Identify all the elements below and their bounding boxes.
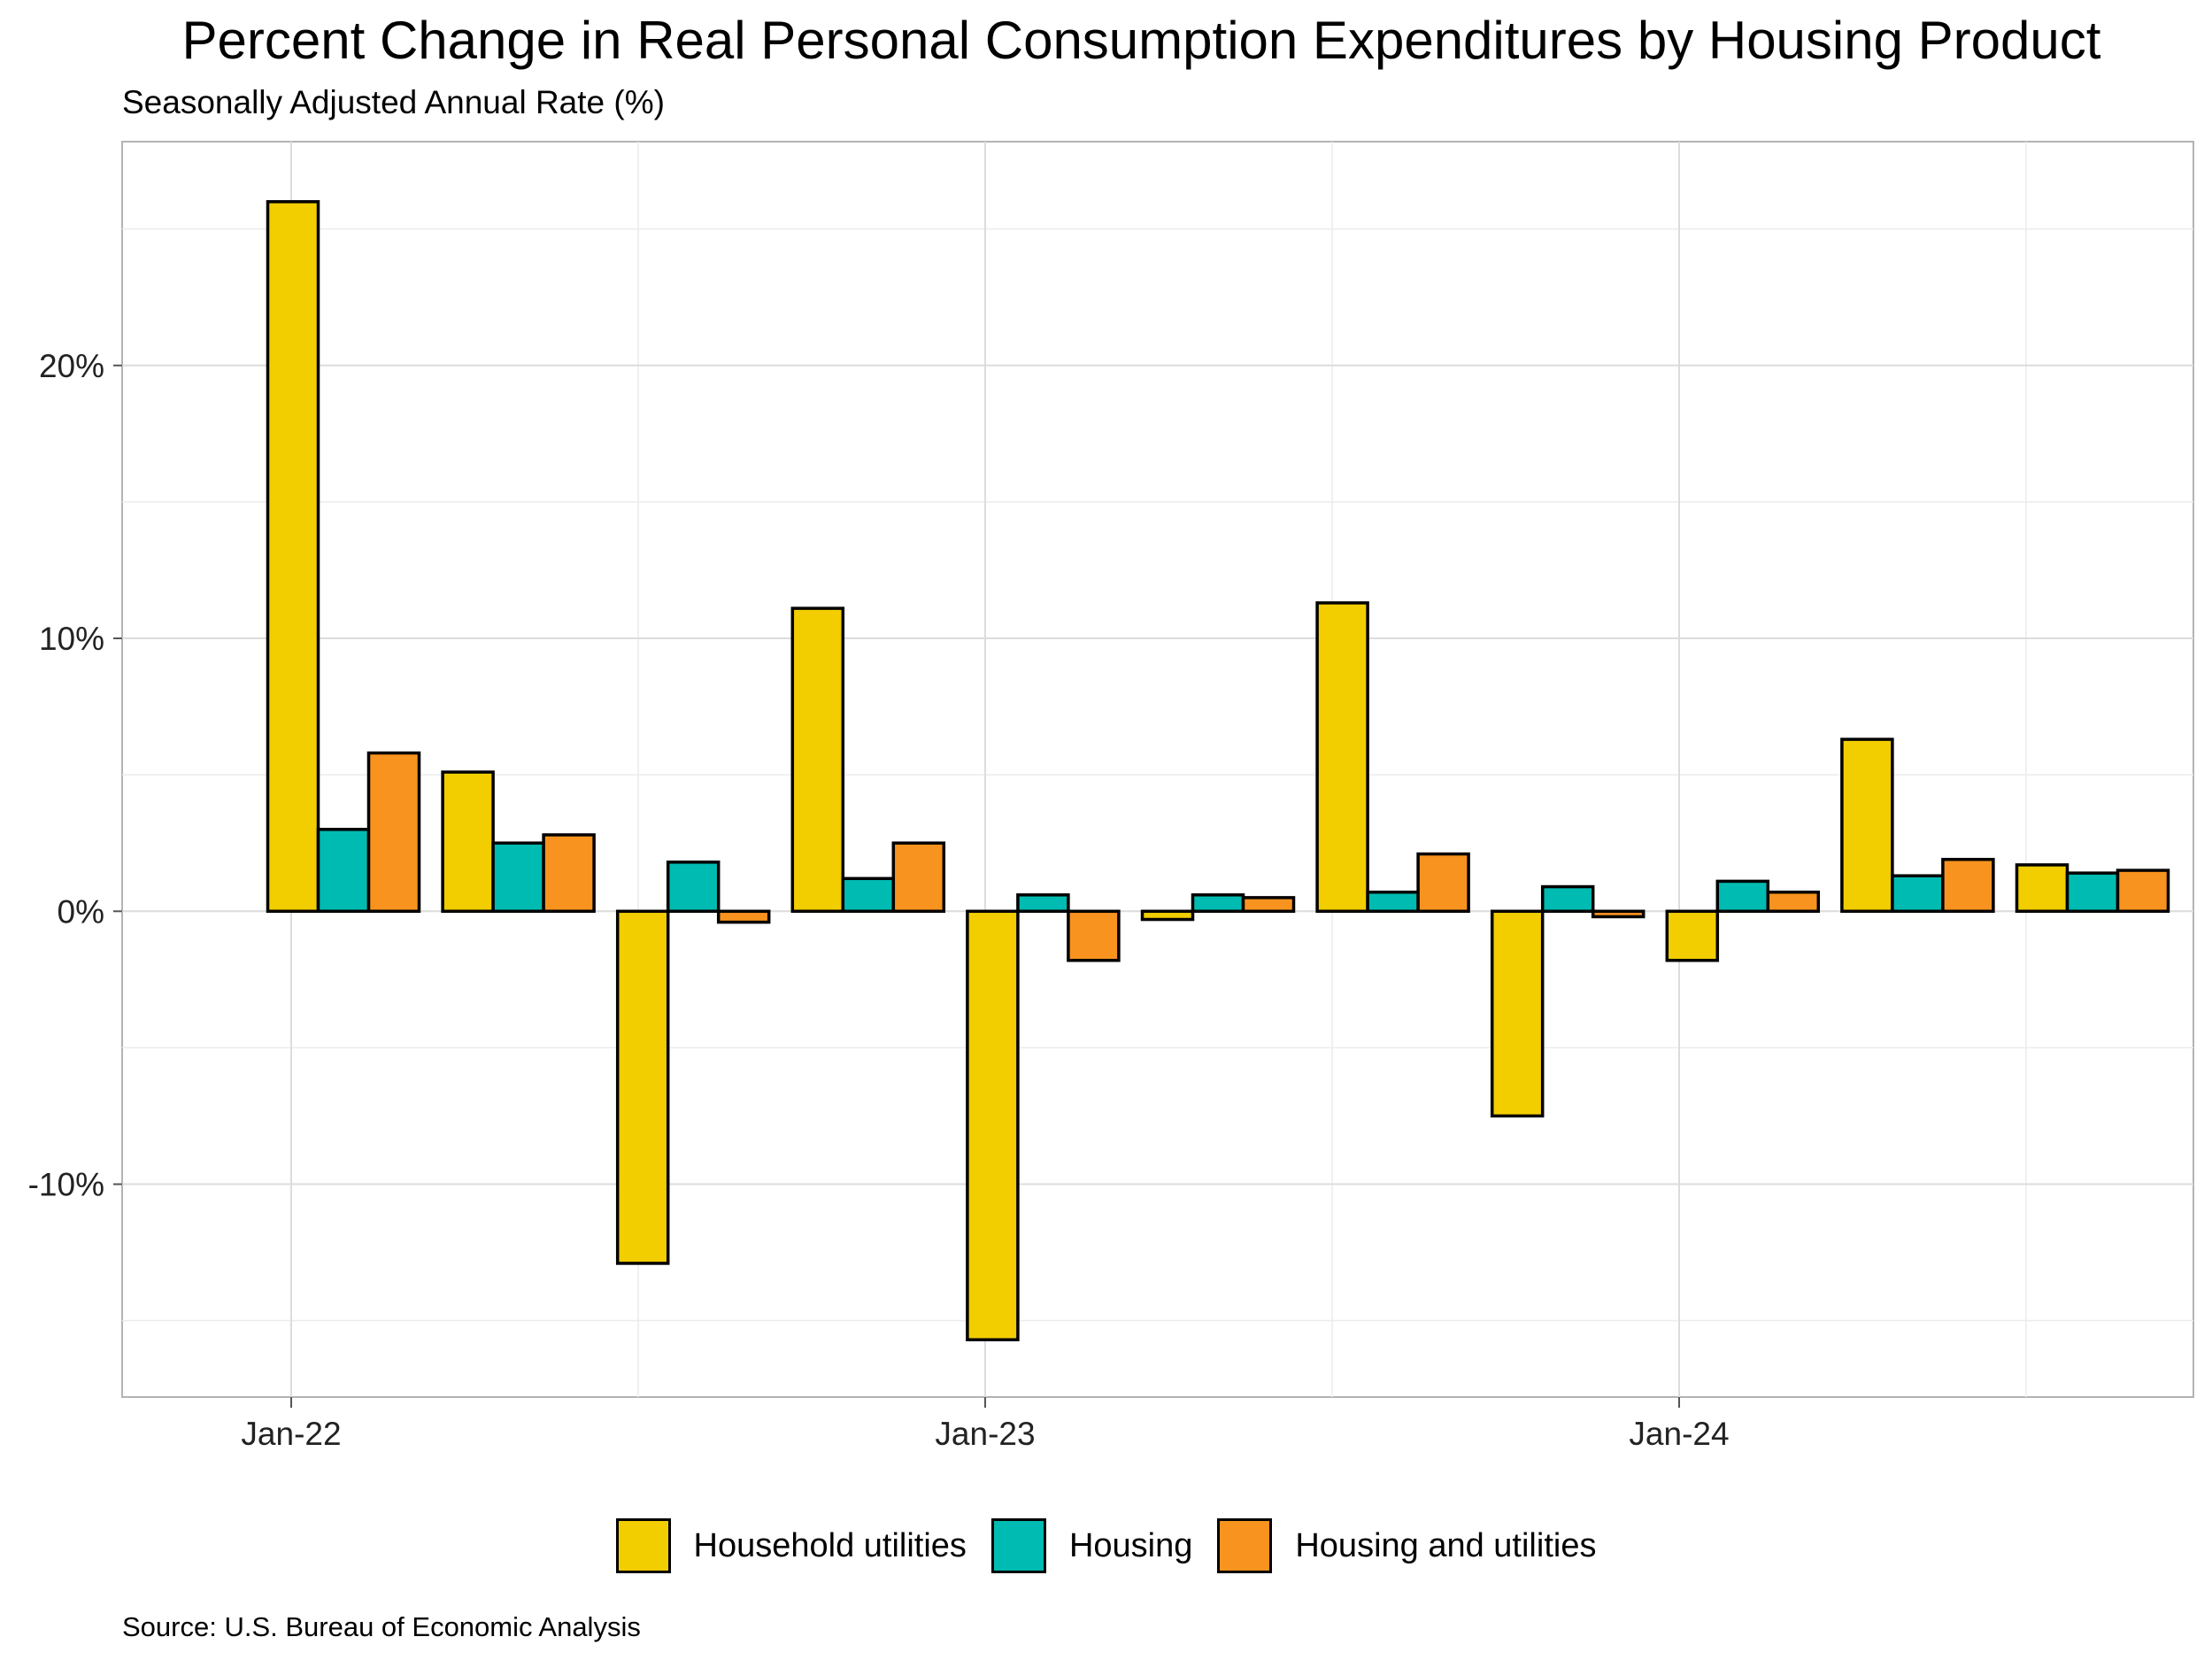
bar-housing-and-utilities-2024q3 [2116, 869, 2170, 914]
legend-swatch-household-utilities [615, 1518, 671, 1573]
y-tick-label: 20% [39, 348, 104, 384]
legend-label-household-utilities: Household utilities [693, 1527, 967, 1564]
bar-housing-and-utilities-2024q2 [1941, 857, 1995, 914]
source-note: Source: U.S. Bureau of Economic Analysis [122, 1611, 641, 1642]
chart-title: Percent Change in Real Personal Consumpt… [181, 11, 2101, 70]
legend-swatch-housing-and-utilities [1217, 1518, 1273, 1573]
bar-housing-and-utilities-2023q1 [1067, 909, 1121, 962]
legend-label-housing-and-utilities: Housing and utilities [1295, 1527, 1597, 1564]
bar-household-utilities-2024q2 [1840, 737, 1894, 914]
legend: Household utilities Housing Housing and … [0, 1517, 2212, 1575]
bar-housing-and-utilities-2023q2 [1241, 896, 1296, 914]
bar-household-utilities-2023q2 [1140, 909, 1195, 922]
bar-housing-2022q1 [316, 828, 371, 914]
bar-household-utilities-2024q1 [1665, 909, 1720, 962]
bar-housing-2024q3 [2065, 871, 2120, 914]
bar-housing-and-utilities-2024q1 [1766, 890, 1821, 914]
bar-housing-2023q2 [1191, 893, 1245, 914]
y-tick-label: 0% [58, 893, 104, 930]
bar-housing-and-utilities-2022q3 [716, 909, 771, 924]
legend-item-housing: Housing [990, 1518, 1193, 1573]
bar-housing-2024q1 [1715, 879, 1770, 914]
plot-area: -10% 0% 10% 20% Jan-22 Jan-23 Jan-24 [28, 141, 2194, 1452]
bar-housing-2023q4 [1540, 884, 1595, 914]
chart-subtitle: Seasonally Adjusted Annual Rate (%) [122, 84, 665, 120]
bar-household-utilities-2023q3 [1315, 601, 1369, 914]
bar-household-utilities-2022q3 [615, 909, 670, 1265]
bar-household-utilities-2022q2 [441, 770, 495, 914]
bar-housing-2023q3 [1366, 890, 1420, 914]
bar-household-utilities-2024q3 [2015, 863, 2069, 914]
x-tick-label: Jan-24 [1629, 1416, 1729, 1452]
bar-household-utilities-2023q4 [1490, 909, 1545, 1118]
x-tick-label: Jan-22 [241, 1416, 341, 1452]
bar-housing-2023q1 [1016, 893, 1070, 914]
bar-housing-and-utilities-2023q4 [1591, 909, 1646, 919]
bar-housing-and-utilities-2022q4 [891, 841, 946, 914]
bar-housing-2022q3 [666, 861, 721, 914]
legend-item-housing-and-utilities: Housing and utilities [1217, 1518, 1596, 1573]
bar-housing-2022q2 [491, 841, 545, 914]
bar-housing-and-utilities-2023q3 [1416, 852, 1470, 914]
bar-household-utilities-2022q4 [790, 606, 845, 914]
bar-housing-2022q4 [841, 876, 896, 914]
x-tick-label: Jan-23 [935, 1416, 1035, 1452]
legend-swatch-housing [990, 1518, 1046, 1573]
legend-item-household-utilities: Household utilities [615, 1518, 967, 1573]
bar-housing-and-utilities-2022q2 [542, 833, 596, 914]
bar-household-utilities-2022q1 [266, 200, 320, 914]
y-tick-label: 10% [39, 621, 104, 657]
bar-household-utilities-2023q1 [966, 909, 1020, 1342]
bar-housing-2024q2 [1891, 874, 1945, 914]
y-tick-label: -10% [28, 1167, 104, 1203]
legend-label-housing: Housing [1068, 1527, 1193, 1564]
bar-housing-and-utilities-2022q1 [366, 751, 421, 914]
